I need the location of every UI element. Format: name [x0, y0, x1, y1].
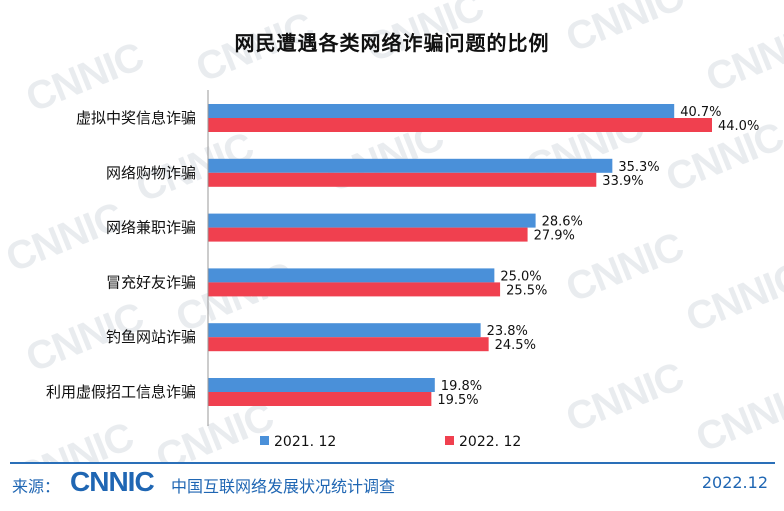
legend-label: 2022. 12	[459, 434, 521, 450]
bar	[208, 158, 613, 173]
bar	[208, 104, 675, 118]
bar	[208, 378, 435, 392]
source-label: 来源：	[12, 477, 61, 496]
legend-swatch	[445, 436, 454, 445]
bar	[208, 323, 481, 338]
data-label: 25.5%	[506, 283, 547, 298]
footer-divider	[10, 462, 775, 464]
bar	[208, 268, 495, 283]
bar	[208, 337, 489, 352]
chart-title: 网民遭遇各类网络诈骗问题的比例	[234, 31, 550, 55]
data-label: 33.9%	[602, 174, 643, 189]
category-label: 虚拟中奖信息诈骗	[76, 109, 196, 127]
data-label: 25.0%	[500, 269, 541, 284]
data-label: 23.8%	[487, 324, 528, 339]
bar	[208, 282, 501, 297]
data-label: 19.8%	[441, 379, 482, 394]
legend-label: 2021. 12	[274, 434, 336, 450]
data-label: 35.3%	[618, 160, 659, 175]
data-label: 28.6%	[542, 215, 583, 230]
bar	[208, 172, 597, 187]
publication-date: 2022.12	[701, 473, 768, 492]
bar-chart: 虚拟中奖信息诈骗 40.7%44.0% 网络购物诈骗 35.3%33.9% 网络兼职诈骗…	[46, 90, 759, 450]
category-label: 网络购物诈骗	[106, 164, 196, 182]
source-organization: 中国互联网络发展状况统计调查	[171, 477, 396, 496]
cnnic-logo: CNNIC	[70, 466, 155, 497]
bar	[208, 213, 536, 228]
data-label: 44.0%	[718, 119, 759, 134]
category-label: 钓鱼网站诈骗	[106, 328, 196, 346]
data-label: 19.5%	[437, 393, 478, 408]
bar	[208, 118, 712, 132]
category-label: 网络兼职诈骗	[106, 219, 196, 237]
legend-swatch	[260, 436, 269, 445]
category-label: 利用虚假招工信息诈骗	[46, 383, 196, 401]
bar	[208, 392, 432, 406]
data-label: 40.7%	[680, 105, 721, 120]
data-label: 24.5%	[495, 338, 536, 353]
category-label: 冒充好友诈骗	[106, 273, 196, 291]
data-label: 27.9%	[534, 229, 575, 244]
bar	[208, 227, 528, 242]
